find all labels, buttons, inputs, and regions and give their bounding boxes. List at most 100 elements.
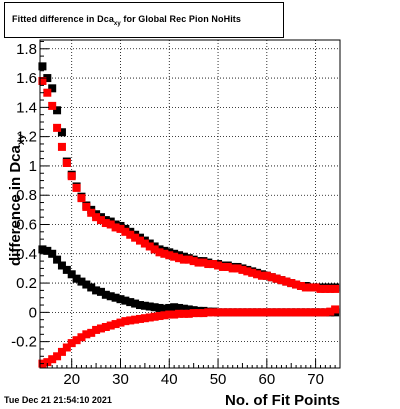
y-axis-label-main: difference in Dca [7,144,24,266]
x-tick-label: 30 [112,371,129,388]
data-point-series-4 [248,308,257,317]
data-point-series-3 [72,274,81,283]
data-point-series-3 [106,292,115,301]
data-point-series-2 [53,123,62,132]
data-point-series-2 [267,273,276,282]
data-point-series-4 [209,308,218,317]
data-point-series-4 [87,328,96,337]
data-point-series-3 [126,298,135,307]
chart-title: Fitted difference in Dcaxy for Global Re… [12,14,241,27]
data-point-series-3 [57,261,66,270]
data-point-series-4 [145,313,154,322]
chart-title-main: Fitted difference in Dca [12,14,114,24]
data-point-series-4 [121,317,130,326]
data-point-series-3 [43,246,52,255]
data-point-series-4 [62,343,71,352]
data-point-series-2 [321,284,330,293]
y-tick-label: 0.8 [16,187,37,204]
data-point-series-2 [233,264,242,273]
y-tick-label: 0.4 [16,246,37,263]
data-point-series-4 [199,309,208,318]
data-point-series-4 [233,308,242,317]
data-point-series-4 [57,347,66,356]
data-point-series-4 [272,308,281,317]
data-point-series-3 [92,286,101,295]
data-point-series-4 [53,352,62,361]
data-point-series-4 [262,308,271,317]
data-point-series-4 [72,336,81,345]
data-point-series-4 [106,321,115,330]
data-point-series-2 [311,283,320,292]
data-point-series-2 [262,271,271,280]
data-point-series-4 [253,308,262,317]
data-point-series-4 [292,308,301,317]
y-axis-label-subscript: xy [16,134,27,146]
data-point-series-3 [175,303,184,312]
x-axis-label: No. of Fit Points [225,392,340,409]
data-point-series-2 [38,77,47,85]
data-point-series-3 [160,304,169,313]
y-tick-label: 0.6 [16,217,37,234]
data-point-series-4 [214,308,223,317]
data-point-series-2 [277,276,286,285]
data-point-series-2 [184,255,193,264]
data-point-series-4 [257,308,266,317]
data-point-series-2 [272,274,281,283]
data-point-series-2 [257,271,266,280]
data-point-series-4 [140,314,149,323]
data-point-series-3 [121,296,130,305]
data-point-series-2 [67,172,76,181]
data-point-series-2 [223,262,232,271]
data-point-series-3 [116,295,125,304]
data-point-series-4 [223,308,232,317]
data-point-series-2 [209,260,218,269]
data-point-series-2 [301,283,310,292]
data-point-series-4 [218,308,227,317]
data-point-series-4 [77,333,86,342]
data-point-series-3 [111,293,120,302]
data-point-series-2 [121,227,130,236]
data-point-series-4 [287,308,296,317]
data-point-series-2 [77,194,86,203]
data-point-series-2 [92,213,101,222]
data-point-series-3 [101,290,110,299]
y-tick-label: 0.2 [16,275,37,292]
data-point-series-4 [238,308,247,317]
data-point-series-2 [145,242,154,251]
data-point-series-2 [155,248,164,257]
data-point-series-2 [253,270,262,279]
data-point-series-2 [48,101,57,110]
data-point-series-3 [131,299,140,308]
y-axis-label: difference in Dcaxy [7,134,27,266]
data-point-series-3 [136,301,144,310]
data-point-series-2 [175,254,184,263]
data-point-series-4 [82,330,91,339]
data-point-series-3 [140,301,149,310]
data-point-series-4 [267,308,276,317]
data-point-series-2 [218,262,227,271]
data-point-series-4 [67,339,76,348]
data-point-series-2 [199,258,208,267]
data-point-series-3 [165,303,174,312]
data-point-series-2 [296,282,305,290]
data-point-series-4 [126,316,135,325]
data-point-series-4 [92,325,101,334]
data-point-series-3 [38,245,47,254]
data-point-series-2 [131,233,140,242]
y-tick-label: 1.8 [16,41,37,58]
y-tick-label: -0.2 [11,334,37,351]
data-point-series-4 [296,308,305,317]
data-point-series-1 [57,128,66,137]
data-point-series-2 [62,159,71,167]
data-point-series-4 [321,308,330,317]
chart-title-rest: for Global Rec Pion NoHits [120,14,242,24]
data-point-series-2 [238,265,247,274]
data-point-series-3 [96,287,105,296]
data-point-series-2 [287,279,296,288]
data-point-series-2 [292,280,301,289]
y-tick-label: 1.2 [16,129,37,146]
data-point-series-2 [165,251,174,260]
data-point-series-3 [82,280,91,289]
data-point-series-4 [170,310,179,319]
x-tick-label: 40 [161,371,178,388]
